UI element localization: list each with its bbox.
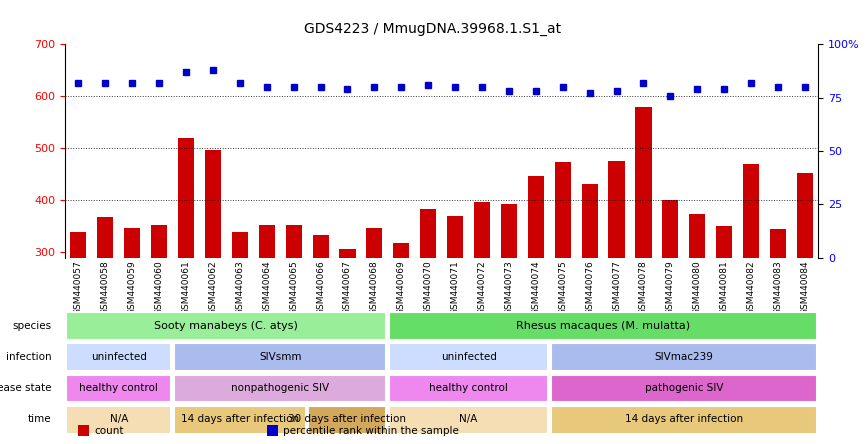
Text: 14 days after infection: 14 days after infection	[624, 414, 743, 424]
FancyBboxPatch shape	[67, 313, 386, 340]
Text: healthy control: healthy control	[80, 383, 158, 393]
FancyBboxPatch shape	[389, 313, 817, 340]
Bar	[662, 200, 678, 408]
Text: healthy control: healthy control	[430, 383, 508, 393]
Bar	[743, 164, 759, 408]
Text: SIVmac239: SIVmac239	[655, 352, 714, 362]
Bar	[393, 243, 410, 408]
FancyBboxPatch shape	[174, 344, 386, 371]
Bar	[501, 205, 517, 408]
FancyBboxPatch shape	[67, 375, 171, 402]
FancyBboxPatch shape	[389, 406, 548, 433]
Bar	[286, 225, 301, 408]
Text: percentile rank within the sample: percentile rank within the sample	[283, 426, 459, 436]
Text: SIVsmm: SIVsmm	[259, 352, 301, 362]
Text: time: time	[28, 414, 51, 424]
FancyBboxPatch shape	[67, 406, 171, 433]
Bar	[527, 176, 544, 408]
Bar	[124, 228, 140, 408]
Text: nonpathogenic SIV: nonpathogenic SIV	[231, 383, 329, 393]
Bar	[178, 138, 194, 408]
Bar	[259, 225, 275, 408]
Bar	[205, 150, 221, 408]
Bar	[232, 231, 248, 408]
FancyBboxPatch shape	[389, 344, 548, 371]
Bar	[474, 202, 490, 408]
Text: N/A: N/A	[110, 414, 128, 424]
FancyBboxPatch shape	[67, 344, 171, 371]
FancyBboxPatch shape	[551, 344, 817, 371]
Text: count: count	[94, 426, 124, 436]
Text: species: species	[12, 321, 51, 331]
Text: infection: infection	[6, 352, 51, 362]
FancyBboxPatch shape	[551, 406, 817, 433]
FancyBboxPatch shape	[174, 375, 386, 402]
Bar	[582, 184, 598, 408]
Text: uninfected: uninfected	[91, 352, 146, 362]
Bar	[313, 234, 328, 408]
Bar	[366, 228, 383, 408]
Text: 30 days after infection: 30 days after infection	[288, 414, 406, 424]
FancyBboxPatch shape	[308, 406, 386, 433]
Text: disease state: disease state	[0, 383, 51, 393]
Text: 14 days after infection: 14 days after infection	[181, 414, 299, 424]
Text: pathogenic SIV: pathogenic SIV	[644, 383, 723, 393]
Bar	[609, 161, 624, 408]
Bar	[97, 217, 113, 408]
FancyBboxPatch shape	[389, 375, 548, 402]
Text: Rhesus macaques (M. mulatta): Rhesus macaques (M. mulatta)	[516, 321, 690, 331]
Bar	[716, 226, 733, 408]
Bar	[151, 225, 167, 408]
Bar	[420, 209, 436, 408]
Bar	[339, 249, 356, 408]
Text: N/A: N/A	[459, 414, 478, 424]
Bar	[797, 173, 813, 408]
Bar	[79, 425, 89, 436]
Bar	[636, 107, 651, 408]
FancyBboxPatch shape	[174, 406, 306, 433]
Bar	[70, 231, 87, 408]
Text: Sooty manabeys (C. atys): Sooty manabeys (C. atys)	[154, 321, 298, 331]
Text: uninfected: uninfected	[441, 352, 496, 362]
Bar	[447, 217, 463, 408]
Bar	[267, 425, 277, 436]
Bar	[770, 230, 786, 408]
Bar	[554, 163, 571, 408]
Bar	[689, 214, 705, 408]
FancyBboxPatch shape	[551, 375, 817, 402]
Text: GDS4223 / MmugDNA.39968.1.S1_at: GDS4223 / MmugDNA.39968.1.S1_at	[305, 22, 561, 36]
